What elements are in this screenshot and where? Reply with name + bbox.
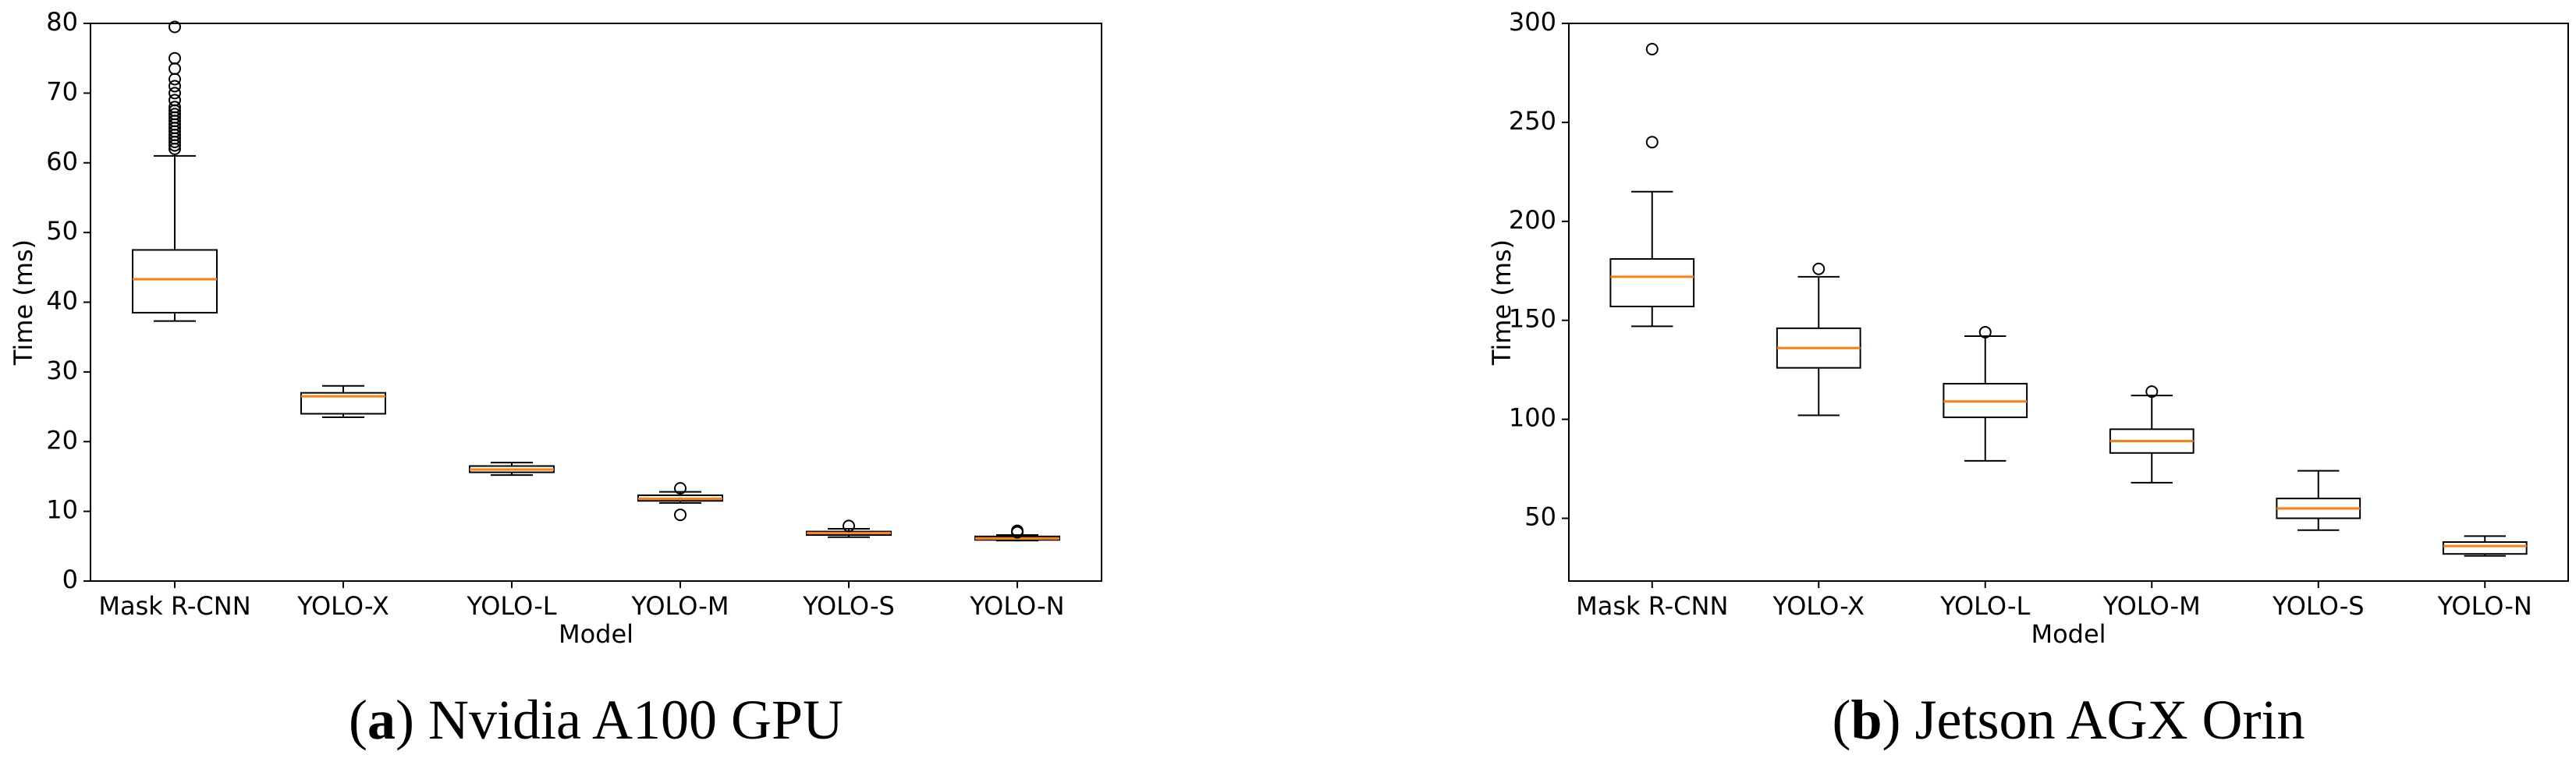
x-tick-label: YOLO-X [1772, 591, 1865, 621]
caption-text: ) Jetson AGX Orin [1882, 689, 2305, 751]
outlier [674, 482, 687, 495]
x-tick-label: YOLO-S [802, 591, 895, 621]
x-tick-label: YOLO-M [2102, 591, 2201, 621]
x-axis-label: Model [2031, 619, 2106, 649]
outlier [169, 108, 181, 121]
caption-text: ) Nvidia A100 GPU [396, 689, 843, 751]
y-axis-label: Time (ms) [9, 239, 38, 366]
y-tick-label: 40 [46, 286, 78, 316]
x-tick-label: YOLO-X [296, 591, 389, 621]
outlier [169, 51, 181, 65]
caption-label: b [1850, 689, 1882, 751]
y-tick-label: 60 [46, 147, 78, 176]
x-axis-label: Model [559, 619, 633, 649]
y-tick-label: 250 [1509, 106, 1556, 136]
chart: 0 10 20 30 40 50 60 70 80 Time (ms) Model (a) Nvidi… [9, 7, 1102, 751]
x-tick-label: YOLO-L [466, 591, 556, 621]
outlier [674, 509, 687, 522]
y-tick-label: 80 [46, 7, 78, 37]
outlier [1645, 42, 1659, 55]
box [2442, 540, 2528, 555]
caption: (a) Nvidia A100 GPU [349, 689, 843, 751]
outlier [169, 20, 181, 34]
y-axis-label: Time (ms) [1487, 239, 1517, 366]
plot-frame [1568, 23, 2569, 582]
y-tick-label: 20 [46, 425, 78, 455]
x-tick-label: YOLO-L [1939, 591, 2030, 621]
x-tick-label: YOLO-M [631, 591, 729, 621]
outlier [1645, 136, 1659, 149]
y-tick-label: 50 [46, 216, 78, 246]
y-tick-label: 50 [1524, 502, 1556, 532]
y-tick-label: 100 [1509, 403, 1556, 433]
caption: (b) Jetson AGX Orin [1833, 689, 2305, 751]
y-tick-label: 30 [46, 356, 78, 385]
outlier [169, 73, 181, 86]
chart: 50 100 150 200 250 300 Time (ms) Model (b) Jetso… [1487, 7, 2569, 751]
outlier [169, 101, 181, 114]
outlier [169, 62, 181, 76]
caption-open: ( [1833, 689, 1851, 751]
outlier [1812, 262, 1826, 275]
outlier [2145, 385, 2159, 399]
outlier [169, 87, 181, 100]
x-tick-label: YOLO-N [969, 591, 1064, 621]
y-tick-label: 200 [1509, 205, 1556, 235]
box [300, 392, 386, 415]
y-tick-label: 70 [46, 76, 78, 106]
x-tick-label: Mask R-CNN [98, 591, 250, 621]
x-tick-label: Mask R-CNN [1576, 591, 1728, 621]
outlier [1011, 524, 1024, 537]
y-tick-label: 300 [1509, 7, 1556, 37]
caption-open: ( [349, 689, 367, 751]
y-tick-label: 10 [46, 495, 78, 525]
y-tick-label: 0 [62, 565, 78, 594]
outlier [843, 519, 855, 533]
outlier [169, 80, 181, 93]
x-tick-label: YOLO-N [2437, 591, 2532, 621]
x-tick-label: YOLO-S [2272, 591, 2365, 621]
plot-frame [90, 23, 1102, 582]
caption-label: a [367, 689, 396, 751]
outlier [1978, 325, 1992, 338]
box [1609, 258, 1695, 307]
outlier [169, 94, 181, 107]
y-tick-label: 150 [1509, 304, 1556, 334]
box [132, 249, 218, 314]
